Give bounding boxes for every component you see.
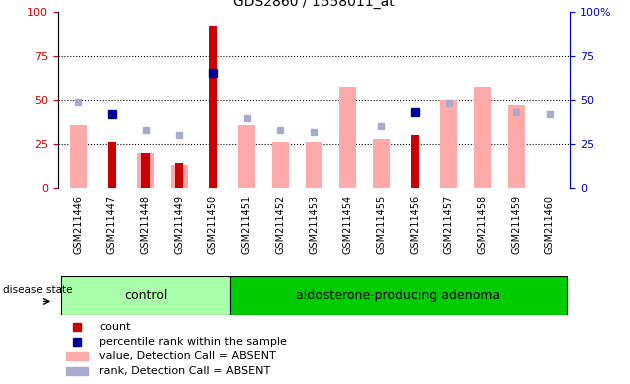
Text: aldosterone-producing adenoma: aldosterone-producing adenoma (296, 289, 500, 302)
Bar (340, 88, 356, 188)
Bar (440, 100, 457, 188)
Text: rank, Detection Call = ABSENT: rank, Detection Call = ABSENT (99, 366, 270, 376)
Text: GSM211455: GSM211455 (377, 195, 386, 255)
Text: GSM211449: GSM211449 (175, 195, 184, 254)
Bar (66, 367, 88, 375)
Bar (61, 276, 230, 315)
Text: GSM211458: GSM211458 (478, 195, 488, 254)
Text: GSM211459: GSM211459 (511, 195, 521, 254)
Text: control: control (124, 289, 167, 302)
Text: GSM211453: GSM211453 (309, 195, 319, 254)
Text: value, Detection Call = ABSENT: value, Detection Call = ABSENT (99, 351, 276, 361)
Bar (272, 142, 289, 188)
Text: GSM211457: GSM211457 (444, 195, 454, 255)
Bar (141, 153, 150, 188)
Bar (66, 352, 88, 360)
Text: GSM211452: GSM211452 (275, 195, 285, 255)
Text: disease state: disease state (3, 285, 72, 295)
Text: GSM211451: GSM211451 (242, 195, 251, 254)
Text: GSM211460: GSM211460 (545, 195, 555, 254)
Bar (137, 153, 154, 188)
Text: percentile rank within the sample: percentile rank within the sample (99, 336, 287, 347)
Bar (306, 142, 323, 188)
Bar (171, 165, 188, 188)
Text: GSM211447: GSM211447 (107, 195, 117, 254)
Bar (230, 276, 567, 315)
Text: GSM211446: GSM211446 (73, 195, 83, 254)
Bar (508, 105, 525, 188)
Text: GSM211454: GSM211454 (343, 195, 353, 254)
Bar (474, 88, 491, 188)
Text: GSM211448: GSM211448 (140, 195, 151, 254)
Text: GSM211450: GSM211450 (208, 195, 218, 254)
Bar (209, 26, 217, 188)
Bar (108, 142, 116, 188)
Bar (238, 124, 255, 188)
Bar (411, 135, 420, 188)
Text: count: count (99, 322, 130, 332)
Bar (373, 139, 390, 188)
Text: GSM211456: GSM211456 (410, 195, 420, 254)
Bar (70, 124, 86, 188)
Title: GDS2860 / 1558011_at: GDS2860 / 1558011_at (233, 0, 395, 9)
Bar (175, 164, 183, 188)
